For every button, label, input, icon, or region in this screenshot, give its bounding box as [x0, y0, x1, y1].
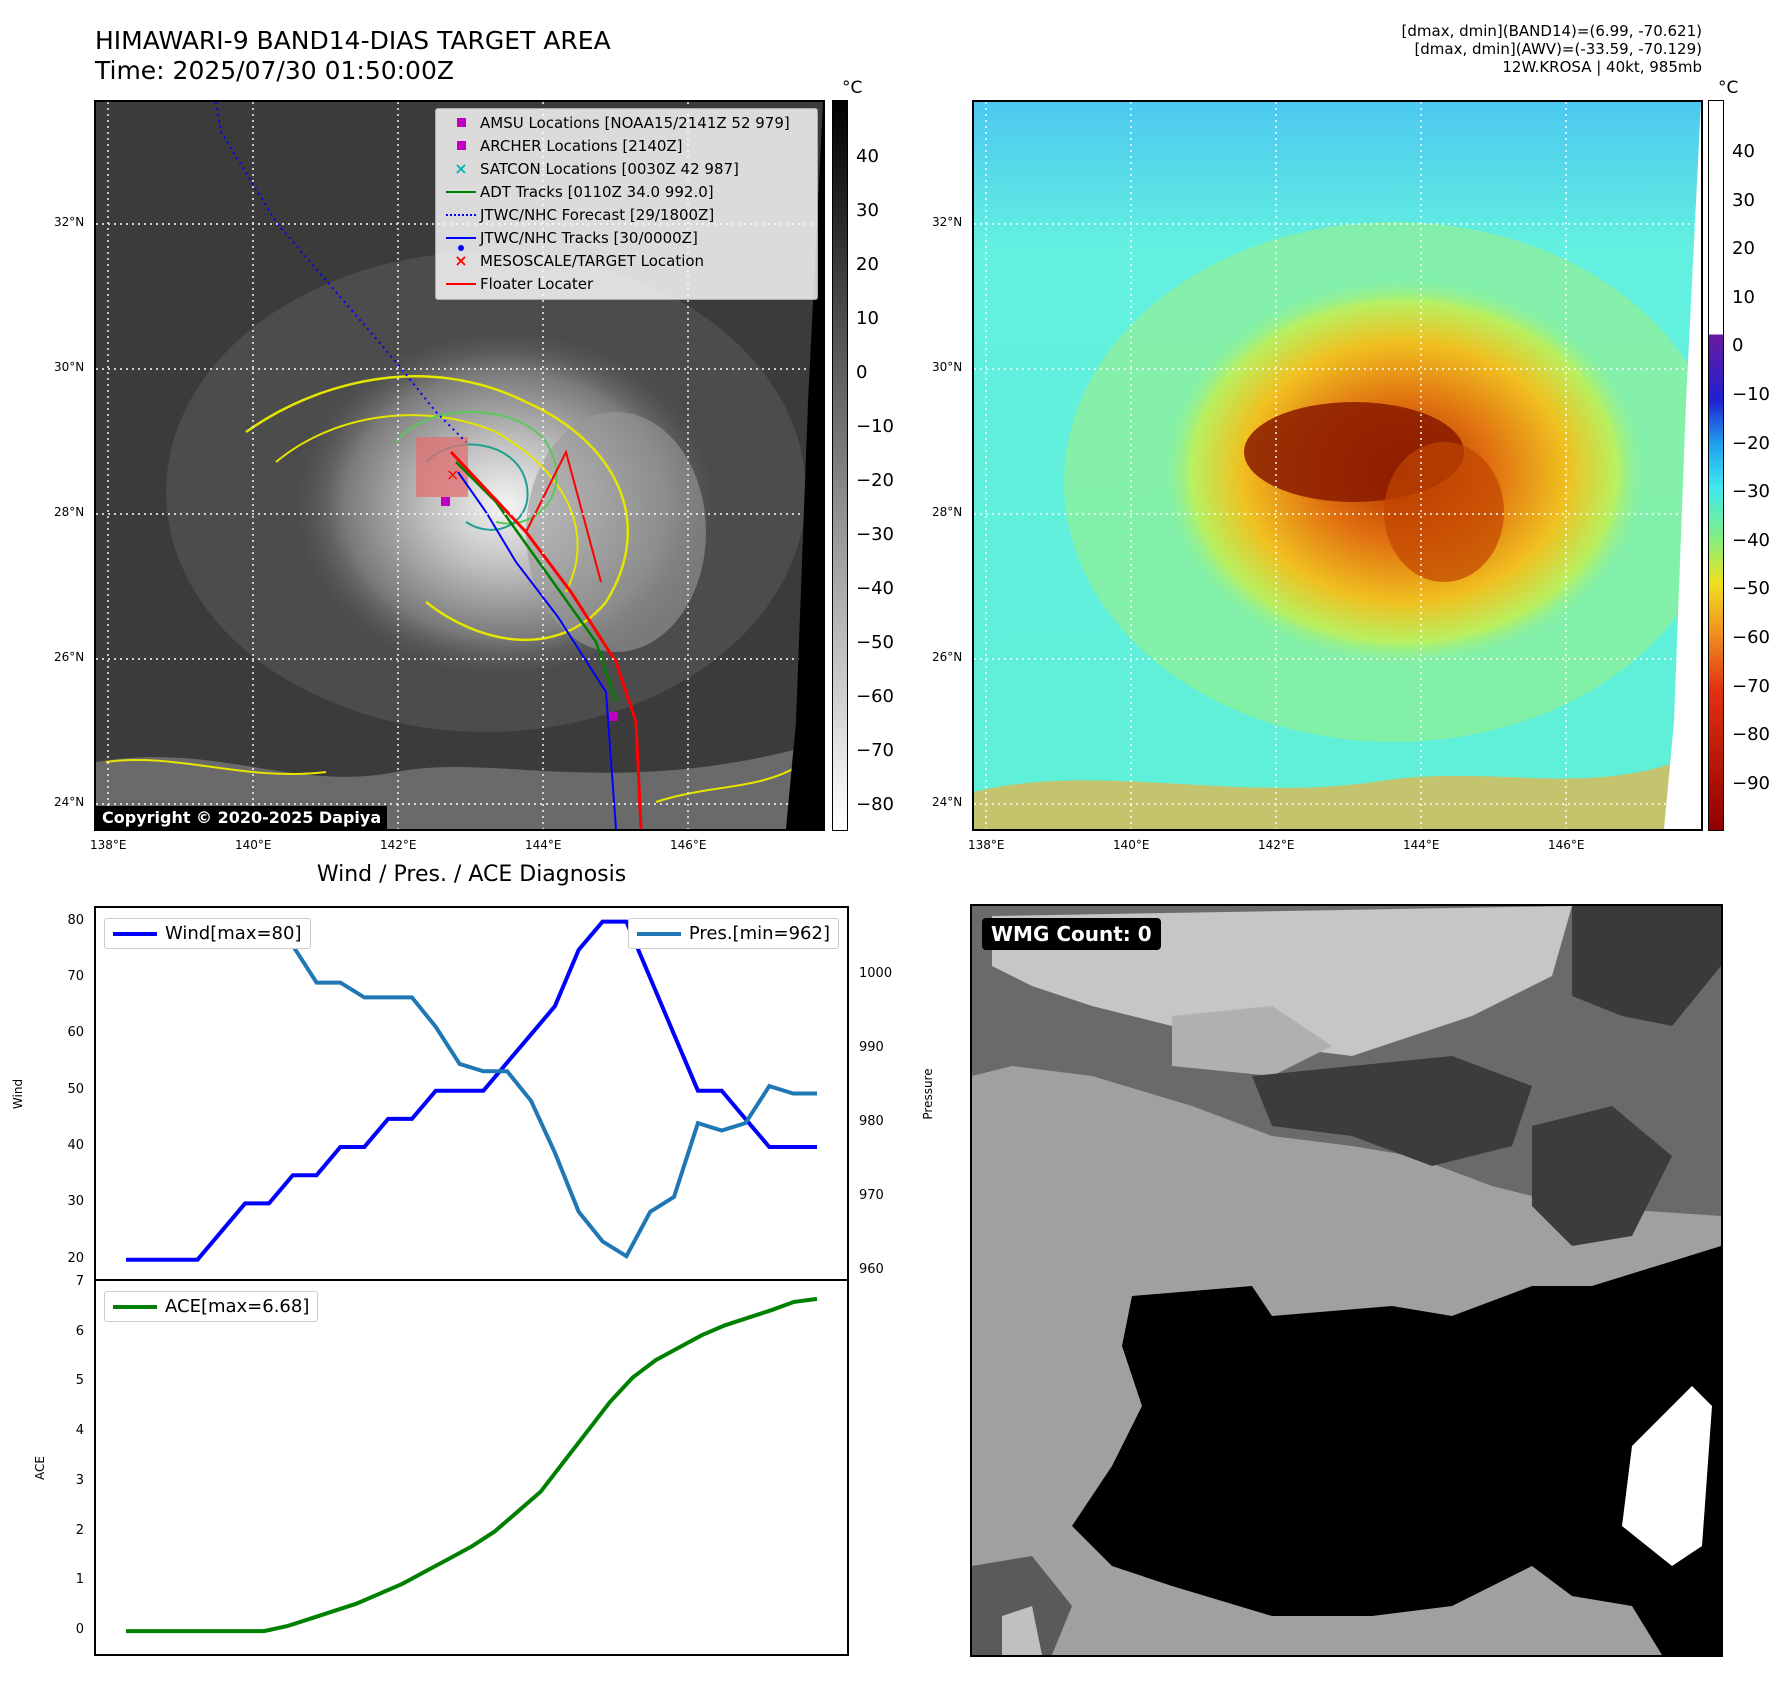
svg-text:×: × [446, 465, 459, 484]
legend-item-amsu: AMSU Locations [NOAA15/2141Z 52 979] [442, 111, 811, 134]
legend-item-adt: ADT Tracks [0110Z 34.0 992.0] [442, 180, 811, 203]
wind-line [126, 919, 817, 1262]
lat-tick: 26°N [54, 650, 85, 664]
x-marker-icon: × [454, 251, 468, 270]
wind-pres-panel: Wind[max=80] Pres.[min=962] [94, 906, 849, 1281]
lat-tick: 30°N [932, 360, 963, 374]
legend-item-satcon: × SATCON Locations [0030Z 42 987] [442, 157, 811, 180]
wind-axis-ticks: 20 30 40 50 60 70 80 [40, 906, 90, 1281]
ir-map: × AMSU Locations [NOAA15/2141Z 52 979] A… [94, 100, 825, 831]
pressure-tick: 990 [859, 1040, 884, 1056]
lat-tick: 28°N [54, 505, 85, 519]
wmg-image [972, 906, 1721, 1655]
wind-tick: 70 [67, 968, 84, 984]
awv-map [972, 100, 1703, 831]
map-legend: AMSU Locations [NOAA15/2141Z 52 979] ARC… [435, 108, 818, 300]
lon-tick: 146°E [1548, 838, 1585, 852]
awv-colorbar-ticks: 40 30 20 10 0 −10 −20 −30 −40 −50 −60 −7… [1732, 141, 1770, 794]
lon-tick: 142°E [1258, 838, 1295, 852]
ace-tick: 5 [75, 1373, 84, 1389]
lat-tick: 26°N [932, 650, 963, 664]
line-dot-marker-icon [442, 236, 480, 251]
lat-tick: 28°N [932, 505, 963, 519]
ir-colorbar [832, 100, 848, 831]
lon-tick: 144°E [1403, 838, 1440, 852]
wmg-panel: WMG Count: 0 [970, 904, 1723, 1657]
awv-colorbar-unit: °C [1718, 78, 1739, 98]
ace-axis-ticks: 0 1 2 3 4 5 6 7 [40, 1274, 90, 1656]
awv-colorbar [1708, 100, 1724, 831]
line-marker-icon [442, 282, 480, 285]
lon-tick: 144°E [525, 838, 562, 852]
wind-tick: 20 [67, 1250, 84, 1266]
ace-panel: ACE[max=6.68] [94, 1279, 849, 1656]
ace-tick: 6 [75, 1323, 84, 1339]
ace-tick: 3 [75, 1472, 84, 1488]
wind-tick: 60 [67, 1025, 84, 1041]
lat-tick: 24°N [932, 795, 963, 809]
legend-item-jtwc-tracks: JTWC/NHC Tracks [30/0000Z] [442, 226, 811, 251]
wind-tick: 30 [67, 1194, 84, 1210]
line-marker-icon [442, 190, 480, 193]
lon-tick: 140°E [235, 838, 272, 852]
legend-item-floater: Floater Locater [442, 272, 811, 295]
dotted-line-icon [442, 213, 480, 216]
ace-tick: 0 [75, 1622, 84, 1638]
legend-item-archer: ARCHER Locations [2140Z] [442, 134, 811, 157]
image-title: HIMAWARI-9 BAND14-DIAS TARGET AREA [95, 26, 611, 55]
lat-tick: 24°N [54, 795, 85, 809]
info-awv: [dmax, dmin](AWV)=(-33.59, -70.129) [1414, 40, 1702, 58]
awv-map-image [974, 102, 1701, 829]
ace-tick: 2 [75, 1522, 84, 1538]
ir-colorbar-ticks: 40 30 20 10 0 −10 −20 −30 −40 −50 −60 −7… [856, 146, 894, 815]
ace-line [126, 1296, 818, 1634]
ace-tick: 4 [75, 1423, 84, 1439]
copyright-label: Copyright © 2020-2025 Dapiya [96, 806, 388, 829]
legend-item-jtwc-forecast: JTWC/NHC Forecast [29/1800Z] [442, 203, 811, 226]
ir-colorbar-unit: °C [842, 78, 863, 98]
pres-legend: Pres.[min=962] [627, 918, 839, 949]
pressure-tick: 970 [859, 1188, 884, 1204]
wmg-count-label: WMG Count: 0 [982, 918, 1161, 950]
lon-tick: 138°E [90, 838, 127, 852]
lon-tick: 140°E [1113, 838, 1150, 852]
wind-axis-label: Wind [11, 1078, 25, 1110]
info-band14: [dmax, dmin](BAND14)=(6.99, -70.621) [1401, 22, 1702, 40]
ace-plot [126, 1296, 818, 1634]
wind-tick: 50 [67, 1081, 84, 1097]
ace-tick: 7 [75, 1274, 84, 1289]
pres-line-icon [636, 931, 681, 936]
wind-tick: 80 [67, 912, 84, 928]
pres-axis-label: Pressure [921, 1068, 935, 1120]
image-time: Time: 2025/07/30 01:50:00Z [95, 56, 454, 85]
info-storm: 12W.KROSA | 40kt, 985mb [1502, 58, 1702, 76]
diagnosis-title: Wind / Pres. / ACE Diagnosis [316, 862, 627, 887]
square-marker-icon [442, 141, 480, 150]
lat-tick: 32°N [932, 215, 963, 229]
square-marker-icon [442, 118, 480, 127]
ace-tick: 1 [75, 1572, 84, 1588]
wind-line-icon [113, 931, 157, 936]
lon-tick: 138°E [968, 838, 1005, 852]
info-block: [dmax, dmin](BAND14)=(6.99, -70.621) [dm… [1402, 22, 1702, 76]
pressure-tick: 960 [859, 1262, 884, 1277]
pressure-tick: 1000 [859, 966, 893, 982]
lat-tick: 32°N [54, 215, 85, 229]
legend-item-mesoscale: × MESOSCALE/TARGET Location [442, 249, 811, 272]
ace-line-icon [113, 1304, 157, 1309]
ace-legend: ACE[max=6.68] [104, 1291, 319, 1322]
lat-tick: 30°N [54, 360, 85, 374]
wind-tick: 40 [67, 1138, 84, 1154]
x-marker-icon: × [454, 159, 468, 178]
wind-pres-plot [126, 919, 817, 1262]
lon-tick: 142°E [380, 838, 417, 852]
ace-axis-label: ACE [33, 1456, 47, 1480]
pres-axis-ticks: 960 970 980 990 1000 [853, 906, 913, 1281]
lon-tick: 146°E [670, 838, 707, 852]
wind-legend: Wind[max=80] [104, 918, 311, 949]
pressure-tick: 980 [859, 1114, 884, 1130]
